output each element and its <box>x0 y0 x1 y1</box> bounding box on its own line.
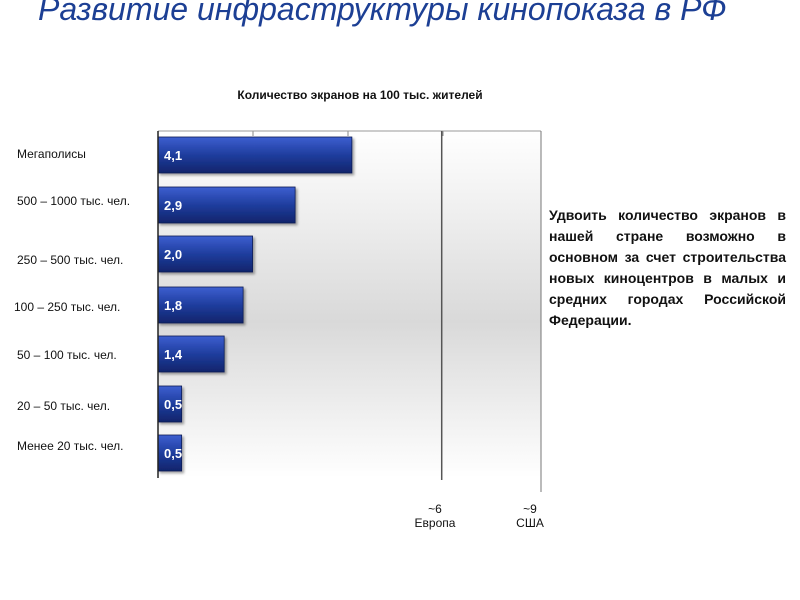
reference-value: ~6 <box>428 502 442 516</box>
bar-value-label: 2,0 <box>164 247 182 262</box>
bar-value-label: 4,1 <box>164 148 182 163</box>
bar <box>157 235 253 273</box>
bar <box>157 335 225 373</box>
category-label: 250 – 500 тыс. чел. <box>17 253 124 267</box>
bar <box>157 186 296 224</box>
bar-value-label: 0,5 <box>164 446 182 461</box>
category-label: Менее 20 тыс. чел. <box>17 439 124 453</box>
bar-value-label: 1,8 <box>164 298 182 313</box>
reference-label-europe: ~6 Европа <box>400 502 470 530</box>
category-label: 100 – 250 тыс. чел. <box>14 300 121 314</box>
reference-value: ~9 <box>523 502 537 516</box>
category-label: 500 – 1000 тыс. чел. <box>17 194 131 208</box>
bar-value-label: 1,4 <box>164 347 183 362</box>
side-text: Удвоить количество экранов в нашей стран… <box>549 207 786 328</box>
category-label: Мегаполисы <box>17 147 86 161</box>
slide-title: Развитие инфраструктуры кинопоказа в РФ <box>38 0 727 27</box>
bar <box>157 136 353 174</box>
category-label: 50 – 100 тыс. чел. <box>17 348 117 362</box>
bar-value-label: 0,5 <box>164 397 182 412</box>
bar-value-label: 2,9 <box>164 198 182 213</box>
category-label: 20 – 50 тыс. чел. <box>17 399 111 413</box>
chart-title: Количество экранов на 100 тыс. жителей <box>237 88 483 102</box>
reference-name: Европа <box>414 516 456 530</box>
bar <box>157 286 244 324</box>
reference-label-usa: ~9 США <box>516 502 544 530</box>
reference-name: США <box>516 516 544 530</box>
